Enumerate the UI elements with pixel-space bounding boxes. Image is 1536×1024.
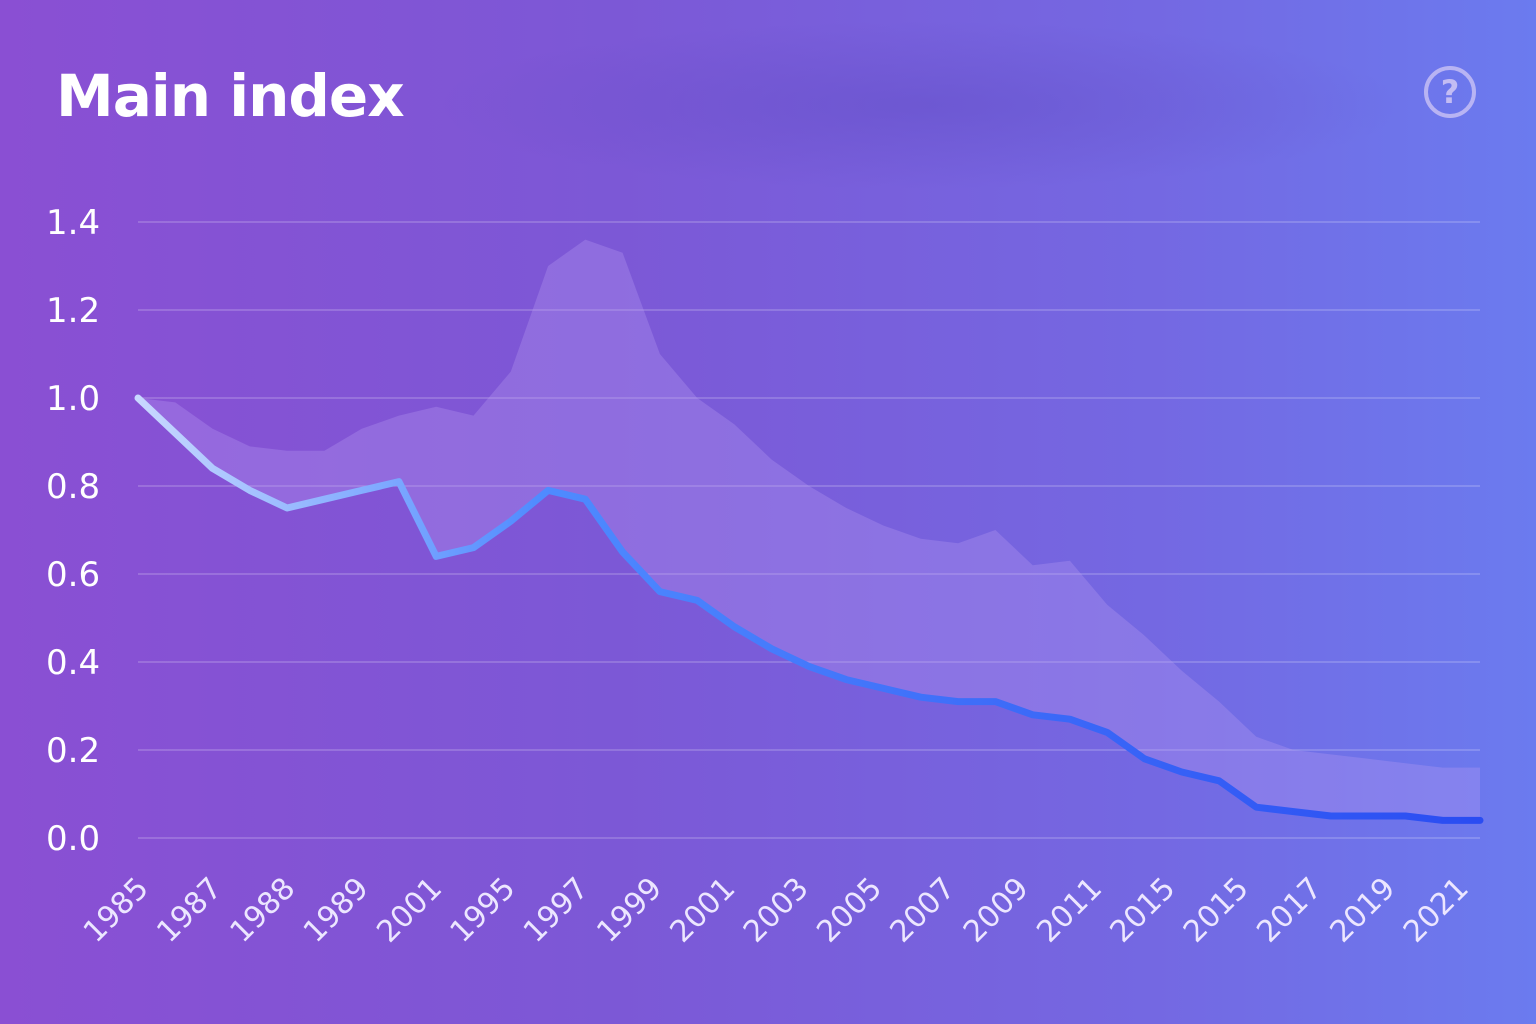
data-point — [135, 395, 142, 402]
range-band — [138, 239, 1480, 821]
data-point — [321, 496, 328, 503]
data-point — [1029, 711, 1036, 718]
x-tick-label: 2021 — [1397, 871, 1476, 950]
data-point — [1141, 755, 1148, 762]
data-point — [1477, 817, 1484, 824]
main-index-line — [134, 394, 1484, 824]
data-point — [1365, 813, 1372, 820]
x-tick-label: 1989 — [297, 871, 376, 950]
data-point — [582, 496, 589, 503]
x-tick-label: 2015 — [1104, 871, 1183, 950]
x-tick-label: 1997 — [517, 871, 596, 950]
data-point — [992, 698, 999, 705]
data-point — [1253, 804, 1260, 811]
y-tick-label: 0.2 — [46, 731, 100, 771]
y-tick-label: 1.4 — [46, 203, 100, 243]
chart-title: Main index — [56, 62, 405, 130]
x-tick-label: 2009 — [957, 871, 1036, 950]
x-tick-label: 1987 — [150, 871, 229, 950]
data-point — [209, 465, 216, 472]
data-point — [507, 518, 514, 525]
data-point — [917, 694, 924, 701]
data-point — [433, 553, 440, 560]
x-tick-label: 2019 — [1324, 871, 1403, 950]
y-tick-label: 1.2 — [46, 291, 100, 331]
x-tick-label: 2003 — [737, 871, 816, 950]
x-tick-label: 2005 — [810, 871, 889, 950]
x-tick-label: 2001 — [664, 871, 743, 950]
data-point — [246, 487, 253, 494]
y-tick-label: 0.0 — [46, 819, 100, 859]
data-point — [1327, 813, 1334, 820]
x-tick-label: 1999 — [590, 871, 669, 950]
x-tick-label: 2011 — [1030, 871, 1109, 950]
grid-lines — [138, 221, 1480, 839]
y-tick-label: 1.0 — [46, 379, 100, 419]
data-point — [470, 544, 477, 551]
data-point — [358, 487, 365, 494]
help-button[interactable]: ? — [1424, 66, 1476, 118]
data-point — [1066, 716, 1073, 723]
data-point — [172, 430, 179, 437]
x-axis: 1985198719881989200119951997199920012003… — [77, 871, 1476, 950]
range-band-area — [138, 239, 1480, 821]
y-tick-label: 0.4 — [46, 643, 100, 683]
x-tick-label: 2017 — [1250, 871, 1329, 950]
data-point — [768, 645, 775, 652]
data-point — [1178, 769, 1185, 776]
data-point — [1290, 808, 1297, 815]
x-tick-label: 2001 — [370, 871, 449, 950]
data-point — [619, 549, 626, 556]
series-line — [134, 394, 1484, 824]
x-tick-label: 1988 — [224, 871, 303, 950]
data-point — [284, 505, 291, 512]
data-point — [731, 623, 738, 630]
data-point — [843, 676, 850, 683]
data-point — [880, 685, 887, 692]
data-point — [955, 698, 962, 705]
data-point — [1402, 813, 1409, 820]
data-point — [806, 663, 813, 670]
data-point — [1216, 777, 1223, 784]
data-point — [1104, 729, 1111, 736]
y-axis: 0.0 0.2 0.4 0.6 0.8 1.0 1.2 1.4 — [46, 203, 100, 859]
question-circle-icon: ? — [1440, 73, 1460, 111]
y-tick-label: 0.6 — [46, 555, 100, 595]
data-point — [545, 487, 552, 494]
x-tick-label: 1985 — [77, 871, 156, 950]
x-tick-label: 2007 — [884, 871, 963, 950]
x-tick-label: 2015 — [1177, 871, 1256, 950]
data-point — [395, 478, 402, 485]
x-tick-label: 1995 — [444, 871, 523, 950]
y-tick-label: 0.8 — [46, 467, 100, 507]
data-point — [656, 588, 663, 595]
data-point — [1439, 817, 1446, 824]
data-point — [694, 597, 701, 604]
